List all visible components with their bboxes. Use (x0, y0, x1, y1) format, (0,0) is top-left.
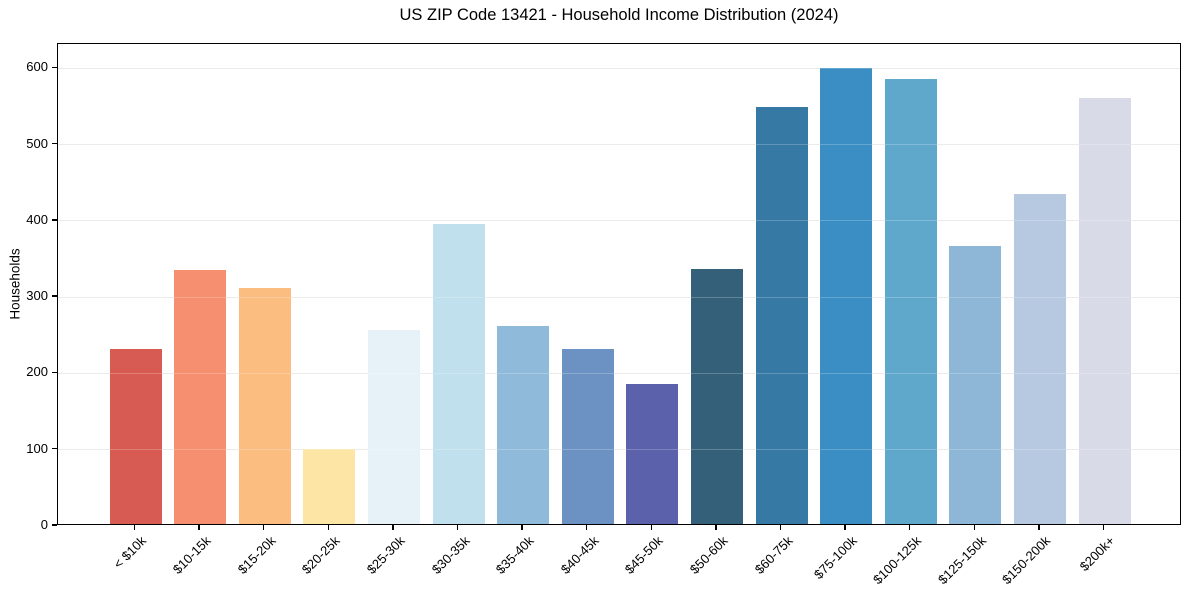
x-tick-label: $20-25k (299, 533, 343, 577)
x-tick-mark (262, 525, 265, 530)
x-tick-mark (392, 525, 394, 530)
x-tick-label: $45-50k (622, 533, 666, 577)
y-tick-label-0: 0 (40, 517, 48, 532)
bar-20-25k (303, 448, 356, 524)
x-tick-mark (1038, 525, 1040, 530)
x-tick-mark (521, 525, 523, 530)
gridline-500 (58, 144, 1180, 146)
x-tick-mark (779, 525, 782, 530)
bar-10-15k (174, 270, 227, 524)
bar-100-125k (884, 78, 937, 524)
x-tick-mark (456, 525, 459, 530)
gridline-300 (58, 296, 1180, 298)
y-axis-label: Households (7, 248, 23, 320)
bar-35-40k (497, 326, 550, 524)
x-tick-label: $125-150k (934, 533, 989, 588)
y-tick-label-200: 200 (26, 364, 48, 380)
gridline-200 (58, 372, 1180, 374)
x-tick-mark (844, 525, 846, 530)
x-tick-label: $15-20k (234, 533, 279, 577)
gridline-600 (58, 67, 1180, 69)
x-tick-mark (908, 525, 911, 530)
x-tick-label: $25-30k (363, 533, 408, 577)
y-tick-label-300: 300 (26, 288, 48, 304)
x-tick-label: < $10k (110, 533, 150, 572)
gridline-400 (58, 220, 1180, 222)
x-tick-label: $100-125k (870, 533, 925, 588)
y-tick-mark-300 (52, 295, 57, 297)
y-tick-mark-400 (52, 219, 57, 221)
bar-60-75k (755, 106, 808, 524)
y-tick-mark-100 (52, 447, 57, 450)
y-tick-mark-0 (52, 524, 57, 526)
x-tick-label: $200k+ (1077, 533, 1119, 575)
bar-40-45k (561, 349, 614, 524)
x-tick-label: $35-40k (492, 533, 537, 577)
y-tick-label-400: 400 (26, 211, 48, 227)
x-tick-label: $60-75k (751, 533, 796, 577)
x-tick-label: $30-35k (428, 533, 473, 577)
chart-title: US ZIP Code 13421 - Household Income Dis… (399, 6, 839, 24)
x-tick-mark (1102, 525, 1105, 530)
bar-25-30k (367, 329, 420, 524)
plot-area (57, 43, 1181, 525)
bar-30-35k (432, 223, 485, 524)
bars-container (58, 44, 1180, 524)
bar-150-200k (1013, 193, 1066, 524)
x-tick-label: $150-200k (999, 533, 1054, 588)
x-tick-label: $50-60k (686, 533, 731, 577)
x-tick-mark (650, 525, 653, 530)
x-tick-label: $10-15k (169, 533, 214, 577)
bar-75-100k (820, 67, 873, 524)
x-tick-mark (327, 525, 330, 530)
bar-50-60k (690, 269, 743, 524)
x-tick-mark (133, 525, 136, 530)
bar-45-50k (626, 384, 679, 524)
y-tick-mark-500 (52, 142, 57, 145)
x-tick-label: $75-100k (810, 533, 860, 582)
x-tick-mark (973, 525, 976, 530)
y-tick-label-600: 600 (26, 59, 48, 75)
bar-125-150k (949, 246, 1002, 524)
x-tick-mark (585, 525, 588, 530)
bar-10k (109, 348, 162, 524)
x-tick-label: $40-45k (557, 533, 602, 577)
y-tick-mark-200 (52, 371, 57, 374)
y-tick-label-500: 500 (26, 135, 48, 151)
x-tick-mark (715, 525, 717, 530)
gridlines-under (58, 44, 1180, 524)
gridline-100 (58, 449, 1180, 451)
x-tick-mark (198, 525, 200, 530)
y-tick-mark-600 (52, 66, 57, 69)
bar-200k+ (1078, 98, 1131, 524)
y-tick-label-100: 100 (26, 440, 48, 456)
bar-15-20k (238, 287, 291, 524)
